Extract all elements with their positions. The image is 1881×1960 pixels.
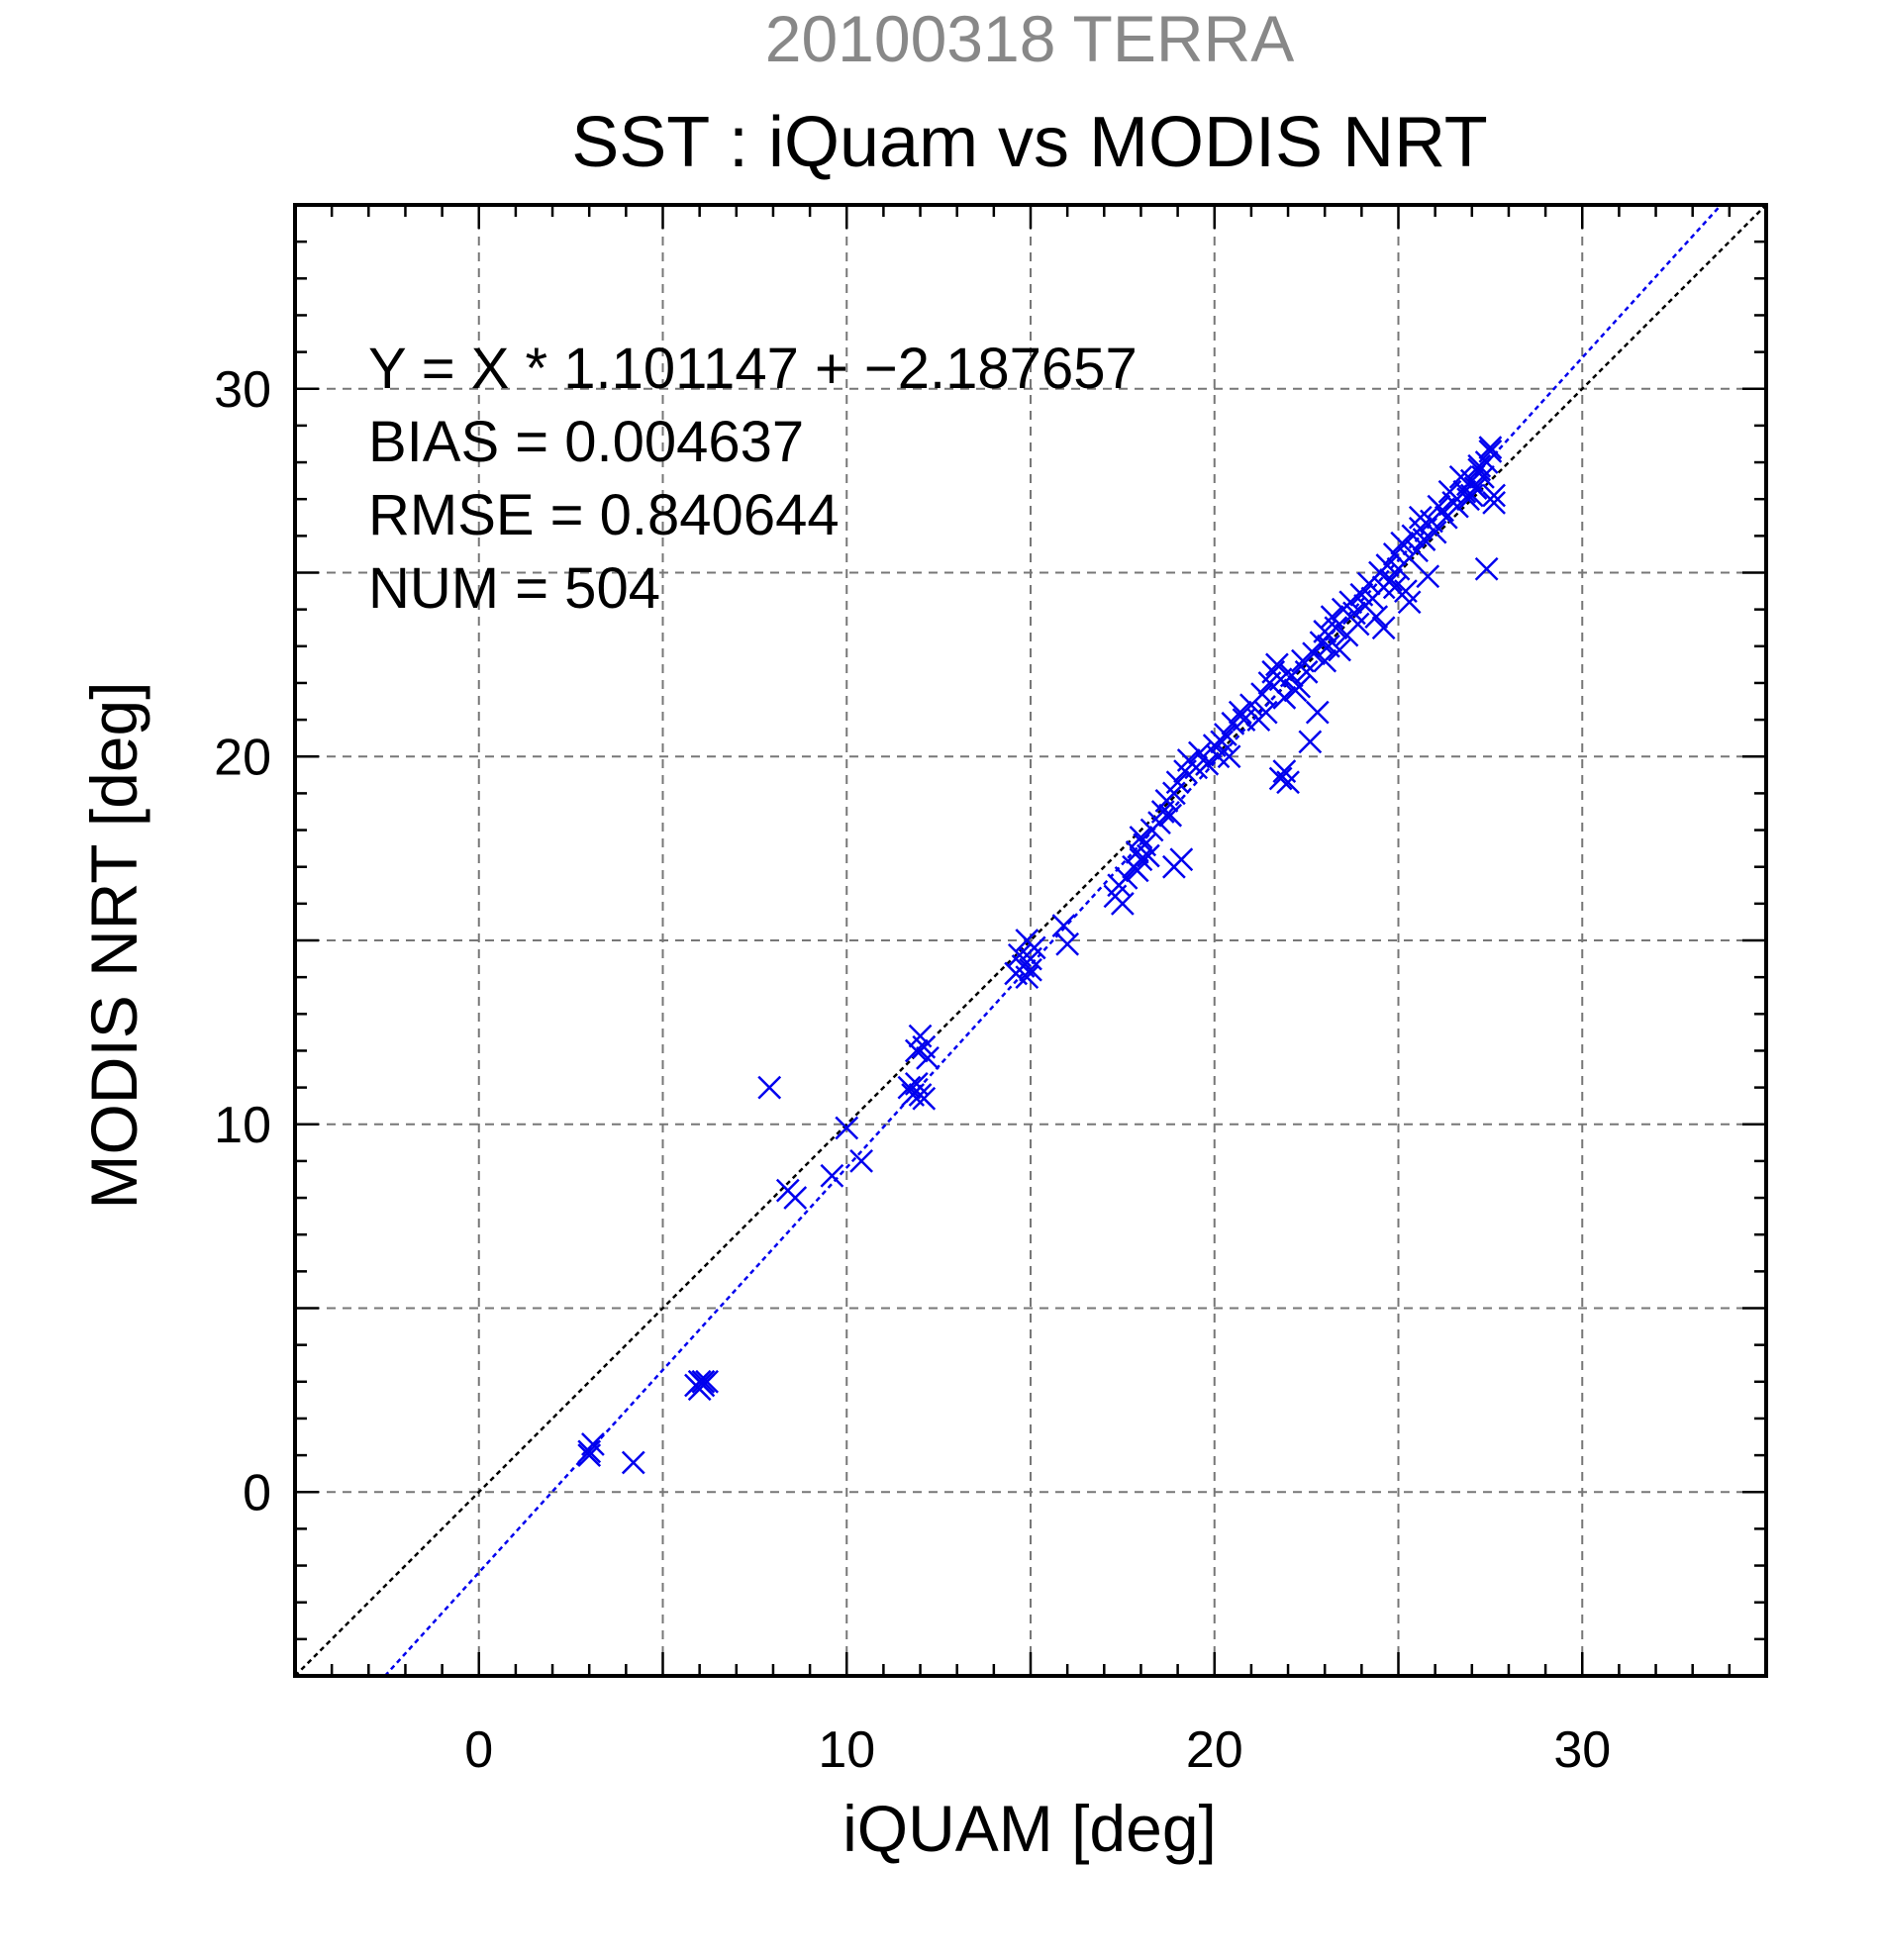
data-point — [1214, 723, 1238, 746]
data-point — [897, 1075, 922, 1100]
data-point — [1007, 942, 1032, 967]
data-point — [1232, 708, 1256, 732]
data-point — [621, 1450, 645, 1475]
data-point — [1313, 648, 1337, 673]
data-point — [1228, 700, 1252, 725]
data-point — [1055, 931, 1080, 956]
data-point — [1302, 641, 1326, 666]
data-point — [1125, 858, 1149, 883]
data-point — [1474, 556, 1499, 581]
data-point — [1459, 483, 1484, 508]
x-tick-label: 30 — [1553, 1721, 1611, 1779]
data-point — [1253, 700, 1278, 725]
data-point — [820, 1163, 844, 1188]
data-point — [1405, 539, 1429, 563]
data-point — [1412, 528, 1436, 551]
grid-lines — [295, 205, 1766, 1676]
x-tick-label: 0 — [464, 1721, 493, 1779]
rmse-stat: RMSE = 0.840644 — [368, 483, 840, 547]
data-point — [1390, 531, 1415, 555]
y-tick-label: 10 — [214, 1097, 271, 1154]
data-point — [577, 1439, 602, 1464]
data-point — [1371, 616, 1396, 640]
data-point — [1022, 935, 1046, 960]
data-point — [1158, 803, 1183, 828]
y-axis-label: MODIS NRT [deg] — [77, 681, 150, 1209]
data-point — [1463, 476, 1488, 500]
x-axis-label: iQUAM [deg] — [842, 1792, 1217, 1865]
reference-lines — [294, 204, 1767, 1677]
data-point — [1165, 770, 1190, 795]
data-point — [1139, 818, 1164, 842]
data-point — [1467, 453, 1492, 478]
data-point — [577, 1443, 602, 1467]
y-tick-label: 20 — [214, 729, 271, 786]
data-point — [1250, 682, 1274, 706]
data-point — [1184, 755, 1209, 780]
data-point — [1268, 766, 1293, 791]
data-point — [1114, 865, 1138, 890]
data-point — [1294, 659, 1319, 684]
data-point — [916, 1045, 940, 1070]
data-point — [1478, 436, 1503, 460]
data-point — [1448, 465, 1473, 489]
data-point — [849, 1149, 873, 1173]
data-point — [691, 1369, 716, 1394]
data-point — [1136, 843, 1160, 868]
data-point — [1305, 700, 1330, 725]
tick-labels: 0 10 20 30 0 10 20 30 — [214, 361, 1611, 1779]
x-tick-label: 20 — [1186, 1721, 1243, 1779]
data-point — [1272, 685, 1297, 710]
data-point — [1397, 590, 1422, 615]
regression-line — [383, 204, 1723, 1677]
data-point — [1437, 479, 1462, 504]
data-point — [1298, 730, 1323, 754]
data-point — [1482, 491, 1506, 515]
bias-stat: BIAS = 0.004637 — [368, 410, 804, 474]
data-point — [1272, 759, 1297, 783]
data-point — [1478, 440, 1503, 463]
data-point — [1408, 505, 1433, 530]
data-point — [1015, 965, 1040, 990]
data-point — [1279, 663, 1304, 688]
data-point — [1364, 605, 1389, 629]
data-point — [1188, 740, 1212, 765]
data-point — [1416, 564, 1440, 589]
data-point — [1345, 612, 1370, 637]
y-tick-label: 30 — [214, 361, 271, 419]
data-point — [1379, 568, 1403, 592]
data-point — [1427, 494, 1451, 519]
data-point — [904, 1038, 929, 1063]
y-tick-label: 0 — [243, 1464, 271, 1521]
data-point — [1445, 494, 1469, 519]
data-point — [1129, 826, 1153, 849]
data-point — [1482, 483, 1506, 508]
data-point — [1162, 854, 1186, 879]
chart-title: SST : iQuam vs MODIS NRT — [571, 103, 1488, 182]
data-point — [1110, 891, 1135, 916]
chart-subtitle: 20100318 TERRA — [765, 2, 1294, 75]
plot-frame — [293, 203, 1768, 1678]
regression-equation: Y = X * 1.101147 + −2.187657 — [368, 337, 1138, 401]
data-point — [757, 1075, 782, 1100]
data-point — [1210, 730, 1235, 754]
data-point — [835, 1116, 859, 1140]
data-point — [1328, 637, 1351, 662]
data-point — [687, 1377, 712, 1402]
data-points — [577, 436, 1506, 1475]
x-tick-label: 10 — [818, 1721, 875, 1779]
data-point — [1324, 616, 1348, 640]
data-point — [1382, 542, 1407, 566]
data-point — [1206, 744, 1231, 769]
data-point — [1019, 957, 1042, 982]
data-point — [783, 1186, 808, 1210]
data-point — [912, 1086, 937, 1111]
data-point — [1217, 744, 1241, 769]
num-stat: NUM = 504 — [368, 556, 660, 621]
data-point — [1051, 914, 1076, 938]
data-point — [1283, 678, 1308, 703]
data-point — [1265, 652, 1289, 677]
